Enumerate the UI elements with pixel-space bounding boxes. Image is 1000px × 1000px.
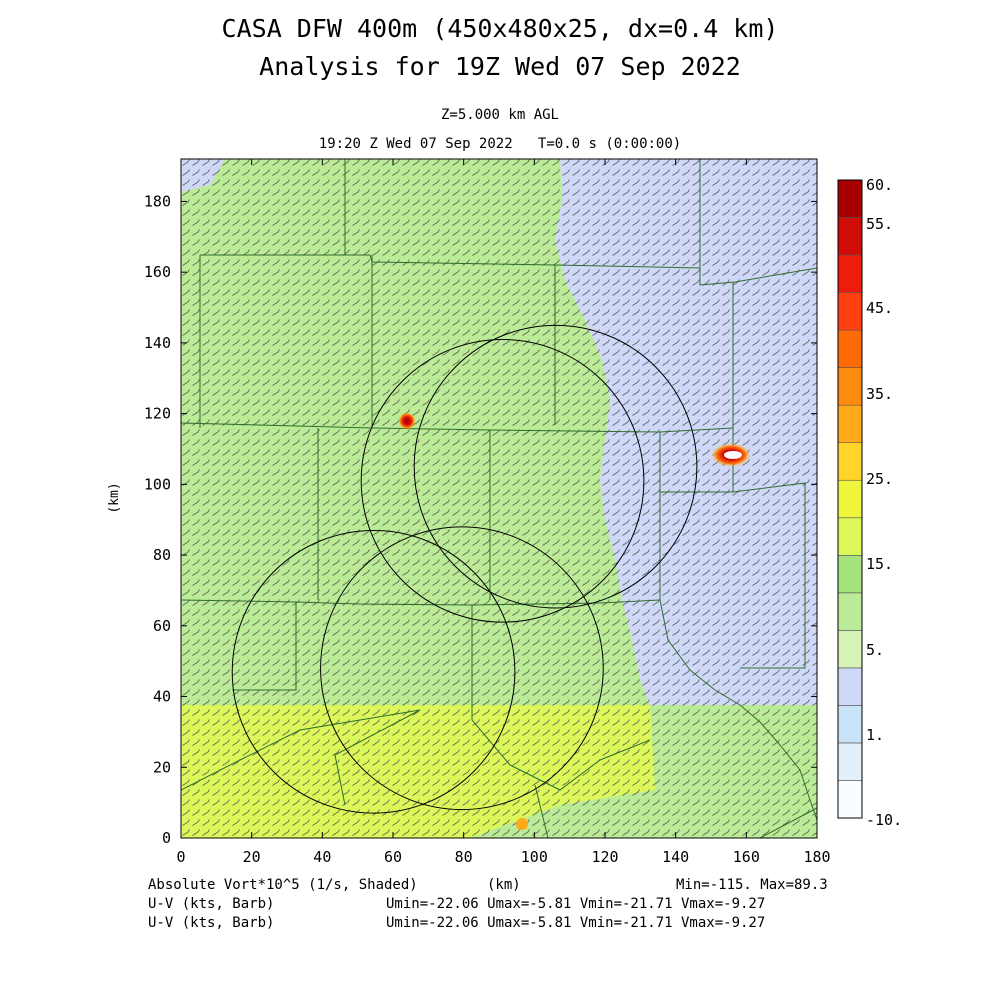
county-borders bbox=[181, 159, 817, 838]
colorbar-swatch bbox=[837, 705, 863, 744]
y-tick-label: 100 bbox=[144, 475, 171, 493]
x-tick-label: 180 bbox=[803, 848, 830, 866]
colorbar-swatch bbox=[837, 742, 863, 781]
y-tick-label: 80 bbox=[153, 546, 171, 564]
y-tick-label: 40 bbox=[153, 688, 171, 706]
x-axis: 0 20 40 60 80 100 120 140 160 180 bbox=[176, 159, 831, 866]
range-ring-4 bbox=[413, 324, 698, 609]
colorbar: 60. 55. 45. 35. 25. 15. 5. 1. -10. bbox=[837, 176, 902, 829]
y-tick-label: 140 bbox=[144, 334, 171, 352]
colorbar-label: 5. bbox=[866, 641, 884, 659]
colorbar-swatch bbox=[837, 217, 863, 256]
valid-time-label: 19:20 Z Wed 07 Sep 2022 T=0.0 s (0:00:00… bbox=[318, 136, 682, 152]
vorticity-core-west bbox=[398, 412, 416, 430]
colorbar-swatch bbox=[837, 292, 863, 331]
x-tick-label: 60 bbox=[384, 848, 402, 866]
colorbar-label: 60. bbox=[866, 176, 893, 194]
colorbar-swatch bbox=[837, 404, 863, 444]
y-axis-label: (km) bbox=[107, 482, 122, 513]
plot-frame bbox=[180, 158, 818, 839]
vorticity-core-east-center bbox=[724, 451, 742, 459]
y-axis: 0 20 40 60 80 100 120 140 160 180 bbox=[144, 192, 817, 847]
colorbar-label: -10. bbox=[866, 811, 902, 829]
x-tick-label: 160 bbox=[733, 848, 760, 866]
colorbar-swatch bbox=[837, 517, 863, 556]
colorbar-swatch bbox=[837, 592, 863, 631]
colorbar-label: 35. bbox=[866, 385, 893, 403]
colorbar-label: 15. bbox=[866, 555, 893, 573]
colorbar-swatch bbox=[837, 254, 863, 293]
colorbar-frame bbox=[837, 179, 863, 819]
y-tick-label: 0 bbox=[162, 829, 171, 847]
chart-title-line1: CASA DFW 400m (450x480x25, dx=0.4 km) bbox=[221, 14, 779, 43]
range-ring-2 bbox=[320, 526, 604, 811]
colorbar-swatch bbox=[837, 367, 863, 406]
y-tick-label: 180 bbox=[144, 192, 171, 210]
colorbar-swatch bbox=[837, 442, 863, 481]
barb-field-label-2: U-V (kts, Barb) bbox=[148, 915, 275, 931]
barb-field-label: U-V (kts, Barb) bbox=[148, 896, 275, 912]
colorbar-swatch bbox=[837, 780, 863, 819]
y-tick-label: 120 bbox=[144, 405, 171, 423]
colorbar-label: 25. bbox=[866, 470, 893, 488]
y-tick-label: 20 bbox=[153, 758, 171, 776]
colorbar-swatch bbox=[837, 630, 863, 669]
x-tick-label: 100 bbox=[521, 848, 548, 866]
x-axis-unit: (km) bbox=[487, 877, 521, 893]
barb-stats-2: Umin=-22.06 Umax=-5.81 Vmin=-21.71 Vmax=… bbox=[386, 915, 766, 931]
x-tick-label: 140 bbox=[662, 848, 689, 866]
vorticity-core-south bbox=[516, 818, 528, 830]
colorbar-swatch bbox=[837, 667, 863, 706]
colorbar-label: 55. bbox=[866, 215, 893, 233]
y-tick-label: 60 bbox=[153, 617, 171, 635]
colorbar-swatch bbox=[837, 329, 863, 368]
colorbar-label: 45. bbox=[866, 299, 893, 317]
x-tick-label: 40 bbox=[313, 848, 331, 866]
radar-range-rings bbox=[231, 324, 698, 814]
field-barbs bbox=[181, 159, 817, 838]
shaded-field-label: Absolute Vort*10^5 (1/s, Shaded) bbox=[148, 877, 418, 893]
colorbar-swatch bbox=[837, 554, 863, 594]
chart-title-line2: Analysis for 19Z Wed 07 Sep 2022 bbox=[259, 52, 741, 81]
min-max-label: Min=-115. Max=89.3 bbox=[676, 877, 828, 893]
colorbar-swatch bbox=[837, 479, 863, 519]
y-tick-label: 160 bbox=[144, 263, 171, 281]
colorbar-swatch bbox=[837, 179, 863, 218]
x-tick-label: 0 bbox=[176, 848, 185, 866]
range-ring-1 bbox=[231, 529, 516, 814]
colorbar-label: 1. bbox=[866, 726, 884, 744]
barb-stats: Umin=-22.06 Umax=-5.81 Vmin=-21.71 Vmax=… bbox=[386, 896, 766, 912]
range-ring-3 bbox=[360, 338, 645, 623]
x-tick-label: 20 bbox=[243, 848, 261, 866]
level-label: Z=5.000 km AGL bbox=[440, 107, 559, 123]
x-tick-label: 80 bbox=[455, 848, 473, 866]
x-tick-label: 120 bbox=[591, 848, 618, 866]
